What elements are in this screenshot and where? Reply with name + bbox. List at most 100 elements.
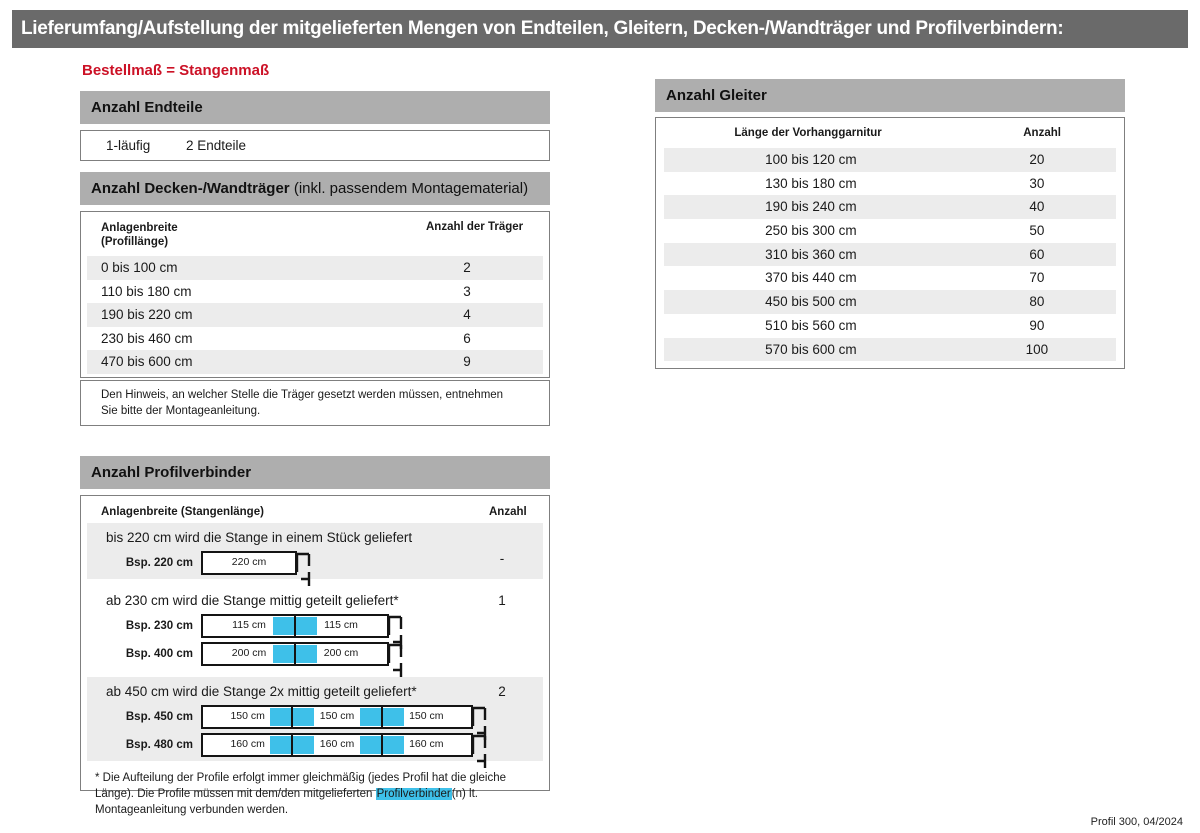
- rod-diagram: 160 cm 160 cm 160 cm: [201, 733, 487, 768]
- gleiter-range-cell: 250 bis 300 cm: [765, 223, 857, 239]
- traeger-col2-header: Anzahl der Träger: [426, 221, 524, 233]
- example-row: Bsp. 480 cm 160 cm 160 cm 160 cm: [87, 733, 543, 768]
- rod-joint-line: [291, 707, 294, 727]
- traeger-heading-normal: (inkl. passendem Montagematerial): [289, 180, 529, 197]
- example-label: Bsp. 480 cm: [125, 739, 193, 751]
- section-heading-endteile: Anzahl Endteile: [80, 91, 550, 124]
- endteile-run-type: 1-läufig: [106, 138, 151, 153]
- section-heading-gleiter: Anzahl Gleiter: [655, 79, 1125, 112]
- traeger-count-cell: 6: [463, 330, 471, 346]
- rod-segment-label: 220 cm: [231, 556, 267, 568]
- traeger-range-cell: 470 bis 600 cm: [101, 354, 193, 369]
- gleiter-count-cell: 70: [1029, 270, 1045, 286]
- rod-joint-line: [380, 735, 383, 755]
- document-version: Profil 300, 04/2024: [1090, 816, 1183, 828]
- gleiter-count-cell: 20: [1029, 152, 1045, 167]
- example-row: Bsp. 450 cm 150 cm 150 cm 150 cm: [87, 705, 543, 740]
- gleiter-row: 450 bis 500 cm 80: [664, 290, 1116, 314]
- traeger-count-cell: 4: [463, 307, 471, 322]
- rod-diagram: 200 cm 200 cm: [201, 642, 403, 677]
- gleiter-row: 190 bis 240 cm 40: [664, 195, 1116, 220]
- delivery-rule-text: ab 450 cm wird die Stange 2x mittig gete…: [106, 684, 417, 699]
- rod-segment-label: 160 cm: [409, 738, 444, 750]
- gleiter-col2-header: Anzahl: [1023, 127, 1061, 139]
- gleiter-range-cell: 370 bis 440 cm: [765, 270, 857, 286]
- section-heading-traeger: Anzahl Decken-/Wandträger (inkl. passend…: [80, 172, 550, 205]
- footnote-text-pre: * Die Aufteilung der Profile erfolgt imm…: [95, 772, 507, 800]
- gleiter-table-header: Länge der Vorhanggarnitur Anzahl: [656, 118, 1124, 148]
- traeger-table-header: Anlagenbreite (Profillänge) Anzahl der T…: [81, 212, 549, 256]
- example-row: Bsp. 400 cm 200 cm 200 cm: [87, 642, 543, 677]
- traeger-table: Anlagenbreite (Profillänge) Anzahl der T…: [80, 211, 550, 378]
- end-piece-icon: [472, 706, 487, 740]
- rod-segment-label: 150 cm: [319, 710, 355, 722]
- profilverbinder-blocks: bis 220 cm wird die Stange in einem Stüc…: [87, 523, 543, 818]
- traeger-count-cell: 2: [463, 260, 471, 275]
- example-row: Bsp. 230 cm 115 cm 115 cm: [87, 614, 543, 649]
- gleiter-row: 370 bis 440 cm 70: [664, 266, 1116, 290]
- traeger-count-cell: 3: [463, 283, 471, 299]
- profilverbinder-col1-header: Anlagenbreite (Stangenlänge): [101, 506, 264, 518]
- traeger-col1-header-line2: (Profillänge): [101, 236, 169, 248]
- example-label: Bsp. 400 cm: [125, 648, 193, 660]
- traeger-col1-header-line1: Anlagenbreite: [101, 222, 178, 234]
- connector-count: -: [499, 551, 505, 566]
- profilverbinder-table: Anlagenbreite (Stangenlänge) Anzahl bis …: [80, 495, 550, 816]
- connector-count: 1: [498, 593, 506, 608]
- rod-joint-line: [294, 616, 296, 636]
- rod-segment-label: 150 cm: [230, 710, 265, 722]
- end-piece-icon: [296, 552, 311, 586]
- page-title: Lieferumfang/Aufstellung der mitgeliefer…: [12, 10, 1188, 48]
- rod-segment-label: 160 cm: [319, 738, 355, 750]
- profilverbinder-block: bis 220 cm wird die Stange in einem Stüc…: [87, 523, 543, 586]
- rod-joint-line: [294, 644, 296, 664]
- rod-diagram: 220 cm: [201, 551, 311, 586]
- end-piece-icon: [388, 615, 403, 649]
- section-heading-profilverbinder: Anzahl Profilverbinder: [80, 456, 550, 489]
- traeger-note: Den Hinweis, an welcher Stelle die Träge…: [80, 380, 550, 426]
- traeger-col1-header: Anlagenbreite (Profillänge): [101, 221, 178, 249]
- rod-segment-label: 115 cm: [324, 619, 358, 631]
- traeger-row: 190 bis 220 cm 4: [87, 303, 543, 327]
- gleiter-count-cell: 90: [1029, 317, 1045, 333]
- rod-segment-label: 150 cm: [409, 710, 444, 722]
- gleiter-count-cell: 80: [1029, 294, 1045, 310]
- rod-diagram: 115 cm 115 cm: [201, 614, 403, 649]
- traeger-row: 470 bis 600 cm 9: [87, 350, 543, 374]
- footnote-text-post: (n) lt. Montageanleitung verbunden werde…: [95, 788, 478, 816]
- example-row: Bsp. 220 cm 220 cm: [87, 551, 543, 586]
- profilverbinder-footnote: * Die Aufteilung der Profile erfolgt imm…: [95, 770, 533, 818]
- gleiter-row: 310 bis 360 cm 60: [664, 242, 1116, 267]
- gleiter-count-cell: 40: [1029, 199, 1045, 215]
- gleiter-range-cell: 450 bis 500 cm: [765, 294, 857, 310]
- traeger-heading-bold: Anzahl Decken-/Wandträger: [91, 180, 290, 197]
- gleiter-count-cell: 50: [1029, 223, 1045, 239]
- gleiter-range-cell: 570 bis 600 cm: [765, 341, 857, 357]
- gleiter-table: Länge der Vorhanggarnitur Anzahl 100 bis…: [655, 117, 1125, 369]
- gleiter-col1-header: Länge der Vorhanggarnitur: [734, 127, 882, 139]
- profilverbinder-block: ab 230 cm wird die Stange mittig geteilt…: [87, 586, 543, 677]
- traeger-row: 110 bis 180 cm 3: [87, 280, 543, 304]
- example-label: Bsp. 220 cm: [125, 557, 193, 569]
- endteile-count: 2 Endteile: [186, 138, 247, 153]
- traeger-range-cell: 190 bis 220 cm: [101, 307, 193, 322]
- gleiter-count-cell: 30: [1029, 175, 1045, 191]
- traeger-count-cell: 9: [463, 354, 471, 369]
- gleiter-row: 570 bis 600 cm 100: [664, 337, 1116, 362]
- rod-joint-line: [380, 707, 383, 727]
- gleiter-range-cell: 310 bis 360 cm: [765, 246, 857, 262]
- traeger-range-cell: 230 bis 460 cm: [101, 330, 193, 346]
- delivery-rule-text: bis 220 cm wird die Stange in einem Stüc…: [106, 530, 413, 545]
- traeger-row: 0 bis 100 cm 2: [87, 256, 543, 280]
- profilverbinder-col2-header: Anzahl: [489, 506, 527, 518]
- gleiter-count-cell: 100: [1025, 341, 1049, 357]
- profilverbinder-block: ab 450 cm wird die Stange 2x mittig gete…: [87, 677, 543, 768]
- rod-segment-label: 115 cm: [232, 619, 266, 631]
- traeger-range-cell: 0 bis 100 cm: [101, 260, 178, 275]
- traeger-row: 230 bis 460 cm 6: [87, 327, 543, 351]
- gleiter-range-cell: 510 bis 560 cm: [765, 317, 857, 333]
- example-label: Bsp. 230 cm: [125, 620, 193, 632]
- order-size-note: Bestellmaß = Stangenmaß: [82, 62, 270, 79]
- gleiter-row: 510 bis 560 cm 90: [664, 314, 1116, 338]
- endteile-table: 1-läufig 2 Endteile: [80, 130, 550, 161]
